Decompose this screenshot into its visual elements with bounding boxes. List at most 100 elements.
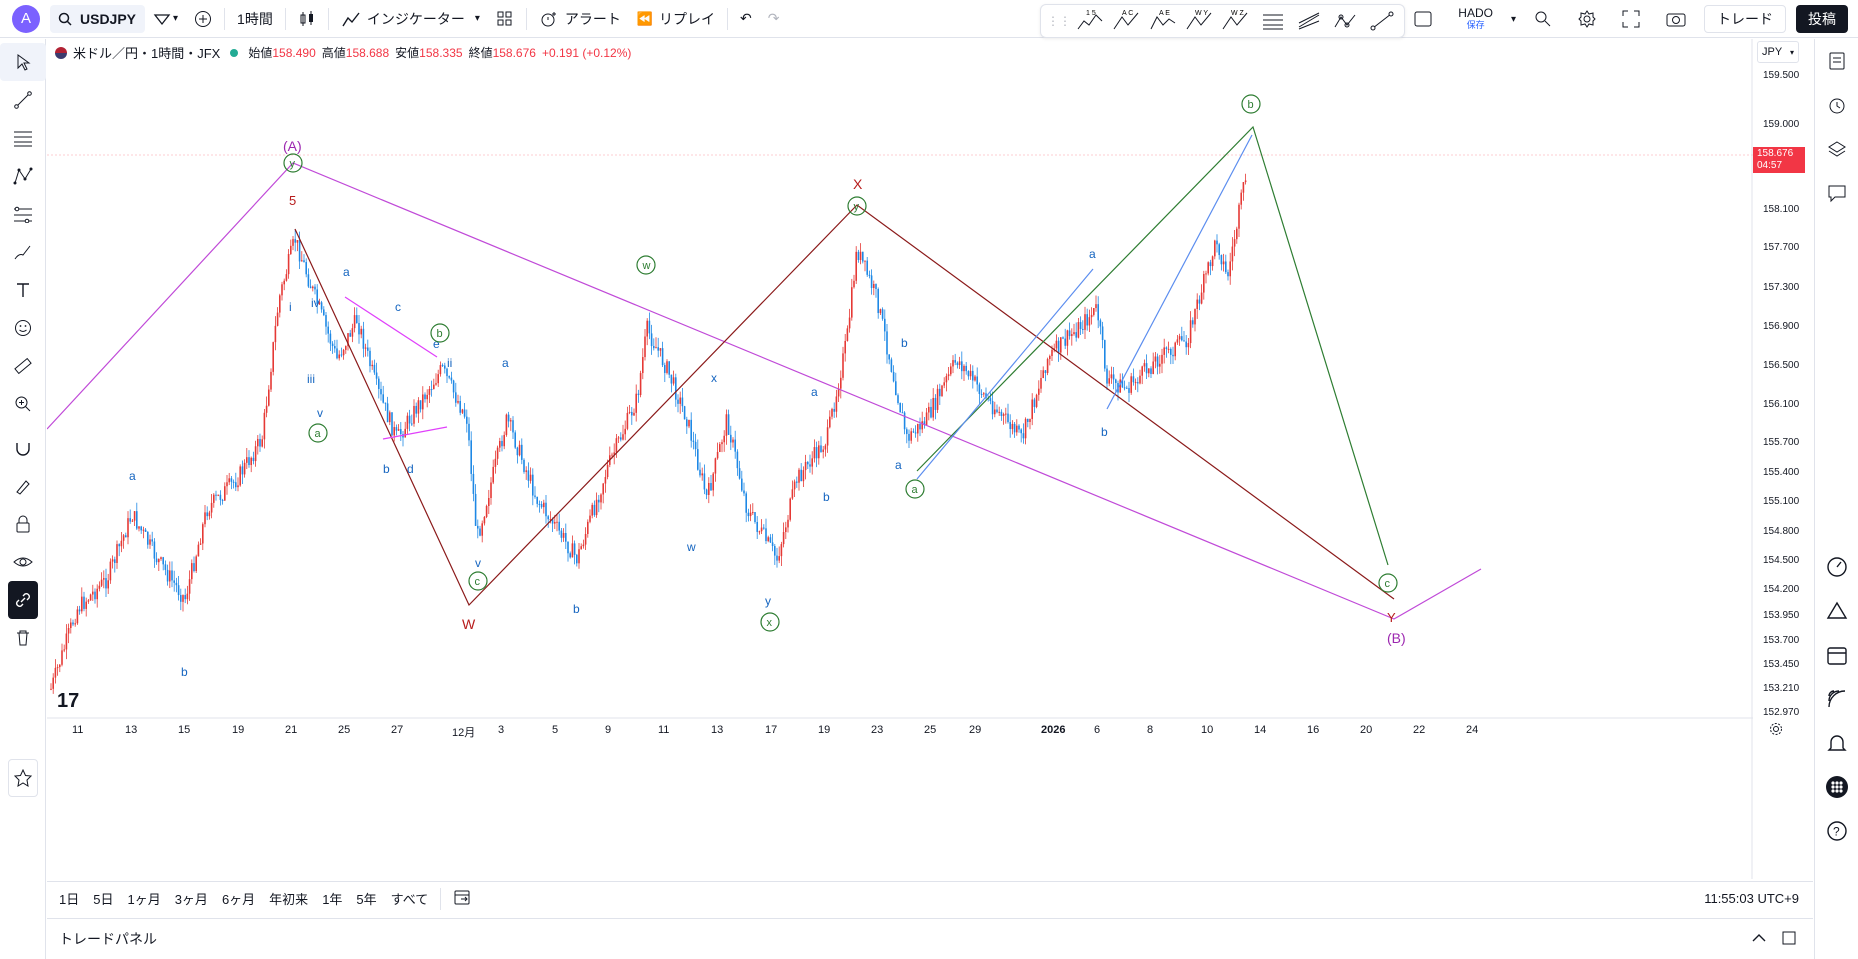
trade-panel-tab[interactable]: トレードパネル: [59, 931, 157, 947]
undo-button[interactable]: ↶: [732, 4, 760, 34]
calendar-button[interactable]: [1815, 633, 1858, 677]
watchlist-button[interactable]: [1815, 39, 1858, 83]
snapshot-button[interactable]: [1658, 4, 1694, 34]
trade-button[interactable]: トレード: [1704, 5, 1786, 33]
price-scale[interactable]: JPY ▾ 159.500 159.000 158.100 157.700 157.300…: [1753, 39, 1805, 719]
add-symbol-button[interactable]: [186, 4, 220, 34]
replay-button[interactable]: ⏪ リプレイ: [629, 4, 723, 34]
wave-line[interactable]: [916, 125, 1389, 566]
text-tool[interactable]: [0, 271, 46, 309]
date-range-button[interactable]: [453, 888, 471, 909]
templates-button[interactable]: [488, 4, 522, 34]
elliott-correction-tool[interactable]: A C: [1111, 8, 1143, 34]
interval-button[interactable]: 1時間: [237, 10, 273, 27]
range-button[interactable]: 1日: [59, 892, 80, 907]
delete-tool[interactable]: [0, 619, 46, 657]
time-tick: 17: [765, 724, 778, 736]
notifications-button[interactable]: [1815, 721, 1858, 765]
price-tick: 154.200: [1763, 584, 1800, 595]
text-icon: [17, 283, 29, 297]
fullscreen-button[interactable]: [1614, 4, 1648, 34]
stay-drawing-tool[interactable]: [0, 467, 46, 505]
symbol-search[interactable]: USDJPY: [50, 4, 145, 33]
elliott-impulse-tool[interactable]: 1 5: [1075, 8, 1107, 34]
gear-icon: [1578, 10, 1596, 28]
visibility-tool[interactable]: [0, 543, 46, 581]
indicators-button[interactable]: インジケーター ▾: [333, 4, 488, 34]
wave-line[interactable]: [294, 204, 1395, 607]
elliott-triple-combo-tool[interactable]: W Z: [1220, 8, 1252, 34]
range-button[interactable]: 年初来: [269, 892, 309, 907]
trend-line-tool[interactable]: [0, 81, 46, 119]
fib-tool[interactable]: [0, 119, 46, 157]
technicals-button[interactable]: [1815, 545, 1858, 589]
wave-label: b: [823, 490, 830, 504]
layout-name-button[interactable]: HADO 保存: [1450, 4, 1501, 34]
help-button[interactable]: ?: [1815, 809, 1858, 853]
collapse-panel-button[interactable]: [1751, 931, 1767, 947]
pattern-icon[interactable]: [1329, 8, 1361, 34]
wave-line[interactable]: [382, 426, 448, 440]
time-tick: 13: [125, 724, 138, 736]
wave-line[interactable]: [1106, 134, 1253, 410]
chart-type-button[interactable]: [290, 4, 324, 34]
wave-label: (A): [283, 138, 302, 154]
wave-line[interactable]: [344, 296, 438, 358]
brush-tool[interactable]: [0, 233, 46, 271]
trend-line-icon[interactable]: [1366, 8, 1398, 34]
elliott-double-combo-tool[interactable]: W Y: [1184, 8, 1216, 34]
pitchfork-icon[interactable]: [1293, 8, 1325, 34]
sync-drawings-tool[interactable]: [8, 581, 38, 619]
series-legend[interactable]: 米ドル／円・1時間・JFX 始値 158.490 高値 158.688 安値 1…: [55, 43, 631, 62]
range-button[interactable]: 5年: [356, 892, 377, 907]
time-scale-settings[interactable]: [1769, 722, 1789, 738]
horizontal-lines-icon[interactable]: [1257, 8, 1289, 34]
range-button[interactable]: 1ヶ月: [127, 892, 161, 907]
circled-wave-marker: [283, 153, 303, 173]
broadcast-button[interactable]: [1815, 677, 1858, 721]
magnet-tool[interactable]: [0, 429, 46, 467]
drag-handle-icon[interactable]: ⋮⋮: [1047, 14, 1071, 28]
forecast-tool[interactable]: [0, 195, 46, 233]
chat-button[interactable]: [1815, 171, 1858, 215]
layout-rect-button[interactable]: [1406, 4, 1440, 34]
wave-line[interactable]: [46, 162, 1482, 620]
chart-pane[interactable]: (A) (B) W X Y 5 a b a c b d e i ii iii iv v v w x y a b a b b a a b a b…: [46, 39, 1805, 879]
object-tree-tool[interactable]: [8, 759, 38, 797]
undo-icon: ↶: [740, 10, 752, 26]
range-button[interactable]: 1年: [322, 892, 343, 907]
wave-label: 5: [289, 193, 296, 208]
layers-button[interactable]: [1815, 127, 1858, 171]
zoom-in-tool[interactable]: [0, 385, 46, 423]
publish-button[interactable]: 投稿: [1796, 5, 1848, 33]
alert-button[interactable]: アラート: [531, 4, 629, 34]
lock-tool[interactable]: [0, 505, 46, 543]
time-scale[interactable]: 11 13 15 19 21 25 27 12月 3 5 9 11 13 17 19 23 25 29 2026 6 8…: [47, 721, 1753, 741]
currency-select[interactable]: JPY ▾: [1757, 41, 1799, 63]
pattern-tool[interactable]: [0, 157, 46, 195]
range-button[interactable]: 3ヶ月: [174, 892, 208, 907]
ruler-tool[interactable]: [0, 347, 46, 385]
elliott-triangle-tool[interactable]: A E: [1148, 8, 1180, 34]
chevron-down-icon[interactable]: ▾: [1510, 13, 1516, 25]
cursor-tool[interactable]: [0, 43, 46, 81]
settings-button[interactable]: [1570, 4, 1604, 34]
compare-button[interactable]: ▾: [145, 4, 186, 34]
apps-button[interactable]: [1815, 765, 1858, 809]
range-button[interactable]: 6ヶ月: [221, 892, 256, 907]
redo-button[interactable]: ↷: [760, 4, 788, 34]
ideas-button[interactable]: [1815, 589, 1858, 633]
user-avatar[interactable]: A: [12, 4, 40, 33]
emoji-tool[interactable]: [0, 309, 46, 347]
alerts-button[interactable]: [1815, 83, 1858, 127]
clock[interactable]: 11:55:03 UTC+9: [1704, 891, 1799, 906]
wave-line[interactable]: [916, 268, 1094, 480]
range-button[interactable]: すべて: [390, 892, 429, 907]
quick-search-button[interactable]: [1526, 4, 1560, 34]
candles-icon: [300, 10, 313, 26]
range-button[interactable]: 5日: [93, 892, 114, 907]
maximize-panel-button[interactable]: [1781, 930, 1797, 949]
svg-text:W Y: W Y: [1195, 10, 1208, 17]
time-tick: 15: [178, 724, 191, 736]
